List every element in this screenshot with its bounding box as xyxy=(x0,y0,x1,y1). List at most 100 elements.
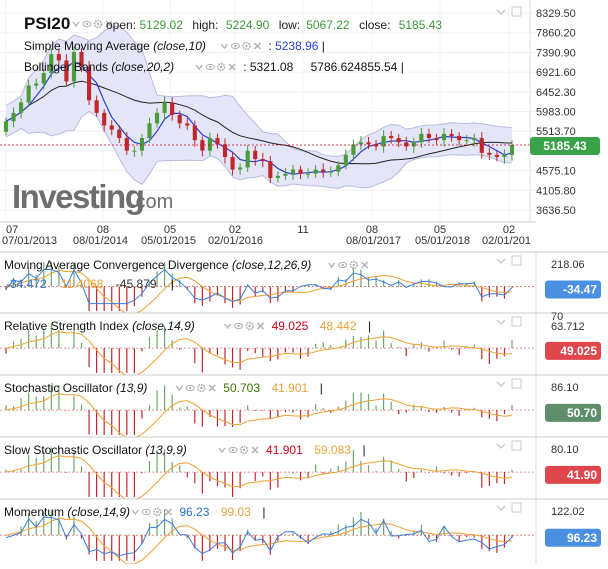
panel-controls xyxy=(496,378,522,389)
chevron-down-icon[interactable] xyxy=(195,64,203,71)
eye-icon[interactable] xyxy=(82,20,92,28)
gear-icon[interactable] xyxy=(197,383,206,393)
ohlc-value: 5129.02 xyxy=(140,18,184,32)
candle-body xyxy=(162,102,167,113)
close-icon[interactable] xyxy=(105,20,113,28)
chevron-down-icon[interactable] xyxy=(175,385,183,392)
candle-body xyxy=(147,123,152,139)
time-tick-date: 07/01/2013 xyxy=(2,235,57,247)
chevron-down-icon[interactable] xyxy=(496,9,506,15)
maximize-icon[interactable] xyxy=(511,378,522,389)
candle-body xyxy=(343,154,348,166)
candle-body xyxy=(185,123,190,126)
candle-body xyxy=(275,175,280,178)
candle-body xyxy=(245,150,250,168)
chevron-down-icon[interactable] xyxy=(328,262,336,269)
gear-icon[interactable] xyxy=(216,62,226,72)
candle-body xyxy=(283,173,288,176)
gear-icon[interactable] xyxy=(93,19,103,29)
gear-icon[interactable] xyxy=(245,321,254,331)
price-header: PSI20 open: 5129.02 high: 5224.90 low: 5067.2… xyxy=(24,14,442,74)
eye-icon[interactable] xyxy=(230,42,240,50)
indicator-value: 5786.624855.54 | xyxy=(311,60,404,74)
panel-axis-tick: 218.06 xyxy=(551,259,585,271)
maximize-icon[interactable] xyxy=(511,255,522,266)
gear-icon[interactable] xyxy=(239,445,249,455)
panel-value: 99.03 xyxy=(221,505,251,519)
symbol-title: PSI20 xyxy=(24,14,70,33)
eye-icon[interactable] xyxy=(141,508,151,516)
gear-icon[interactable] xyxy=(242,41,251,51)
candle-body xyxy=(381,135,386,147)
close-icon[interactable] xyxy=(361,261,369,269)
candle-body xyxy=(358,142,364,145)
time-tick-date: 05/01/2018 xyxy=(415,235,470,247)
chevron-down-icon[interactable] xyxy=(220,43,228,50)
eye-icon[interactable] xyxy=(205,63,215,71)
indicator-panel: Slow Stochastic Oscillator (13,9,9) 41.90… xyxy=(0,436,608,500)
candle-body xyxy=(389,135,394,139)
candle-body xyxy=(207,138,212,151)
time-tick-short: 02 xyxy=(229,224,241,236)
close-icon[interactable] xyxy=(251,446,259,454)
eye-icon[interactable] xyxy=(338,261,348,269)
price-tick: 4105.80 xyxy=(536,185,576,197)
maximize-icon[interactable] xyxy=(511,316,522,327)
price-tick: 4575.10 xyxy=(536,166,576,178)
candle-body xyxy=(34,83,39,86)
panel-value: 96.23 xyxy=(179,505,209,519)
chevron-down-icon[interactable] xyxy=(131,509,139,516)
close-icon[interactable] xyxy=(164,508,172,516)
indicator-line xyxy=(5,269,513,313)
time-tick-date: 08/01/2017 xyxy=(346,235,401,247)
price-tick: 3636.50 xyxy=(536,205,576,217)
chevron-down-icon[interactable] xyxy=(496,443,506,449)
chevron-down-icon[interactable] xyxy=(72,21,80,28)
time-tick-short: 08 xyxy=(97,224,109,236)
gear-icon[interactable] xyxy=(153,507,162,517)
bollinger-band-fill xyxy=(6,25,512,189)
candle-body xyxy=(222,144,228,157)
chevron-down-icon[interactable] xyxy=(224,323,232,330)
maximize-icon[interactable] xyxy=(511,440,522,451)
eye-icon[interactable] xyxy=(228,446,238,454)
candlesticks xyxy=(3,46,515,184)
svg-text:|: | xyxy=(362,443,365,457)
candle-body xyxy=(177,114,182,124)
chevron-down-icon[interactable] xyxy=(496,319,506,325)
panel-badge-value: 50.70 xyxy=(567,406,597,420)
chevron-down-icon[interactable] xyxy=(496,505,506,511)
time-tick-short: 05 xyxy=(434,224,446,236)
candle-body xyxy=(434,138,439,141)
panel-controls xyxy=(496,316,522,327)
price-axis: 8329.50 7860.20 7390.90 6921.60 6452.30 5983.… xyxy=(529,0,576,222)
price-tick: 7390.90 xyxy=(536,47,576,59)
panel-controls xyxy=(496,502,522,513)
candle-body xyxy=(49,54,54,74)
candle-body xyxy=(238,167,243,170)
close-icon[interactable] xyxy=(253,42,261,50)
eye-icon[interactable] xyxy=(185,384,195,392)
gear-icon[interactable] xyxy=(349,260,359,270)
indicator-panels: Moving Average Convergence Divergence (c… xyxy=(0,251,608,564)
indicator-line xyxy=(5,455,513,499)
candle-body xyxy=(79,52,84,67)
panel-controls xyxy=(496,255,522,266)
close-icon[interactable] xyxy=(208,384,216,392)
close-icon[interactable] xyxy=(257,322,265,330)
candle-body xyxy=(426,133,432,139)
close-icon[interactable] xyxy=(228,63,236,71)
panel-badge xyxy=(545,465,601,484)
svg-text:|: | xyxy=(320,381,323,395)
candle-body xyxy=(479,138,484,153)
candle-body xyxy=(457,135,462,141)
candle-body xyxy=(64,60,69,82)
chevron-down-icon[interactable] xyxy=(496,258,506,264)
maximize-icon[interactable] xyxy=(511,6,522,17)
chevron-down-icon[interactable] xyxy=(218,447,226,454)
chevron-down-icon[interactable] xyxy=(496,381,506,387)
indicator-line xyxy=(5,516,513,557)
eye-icon[interactable] xyxy=(234,322,244,330)
candle-body xyxy=(328,171,333,173)
maximize-icon[interactable] xyxy=(511,502,522,513)
